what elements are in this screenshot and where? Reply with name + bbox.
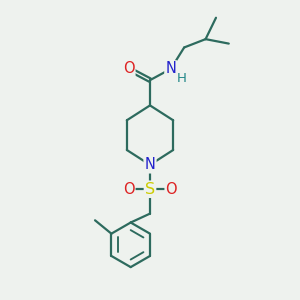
Text: O: O bbox=[123, 61, 134, 76]
Text: H: H bbox=[177, 72, 187, 85]
Text: S: S bbox=[145, 182, 155, 197]
Text: O: O bbox=[123, 182, 134, 197]
Text: O: O bbox=[166, 182, 177, 197]
Text: N: N bbox=[145, 158, 155, 172]
Text: N: N bbox=[165, 61, 176, 76]
